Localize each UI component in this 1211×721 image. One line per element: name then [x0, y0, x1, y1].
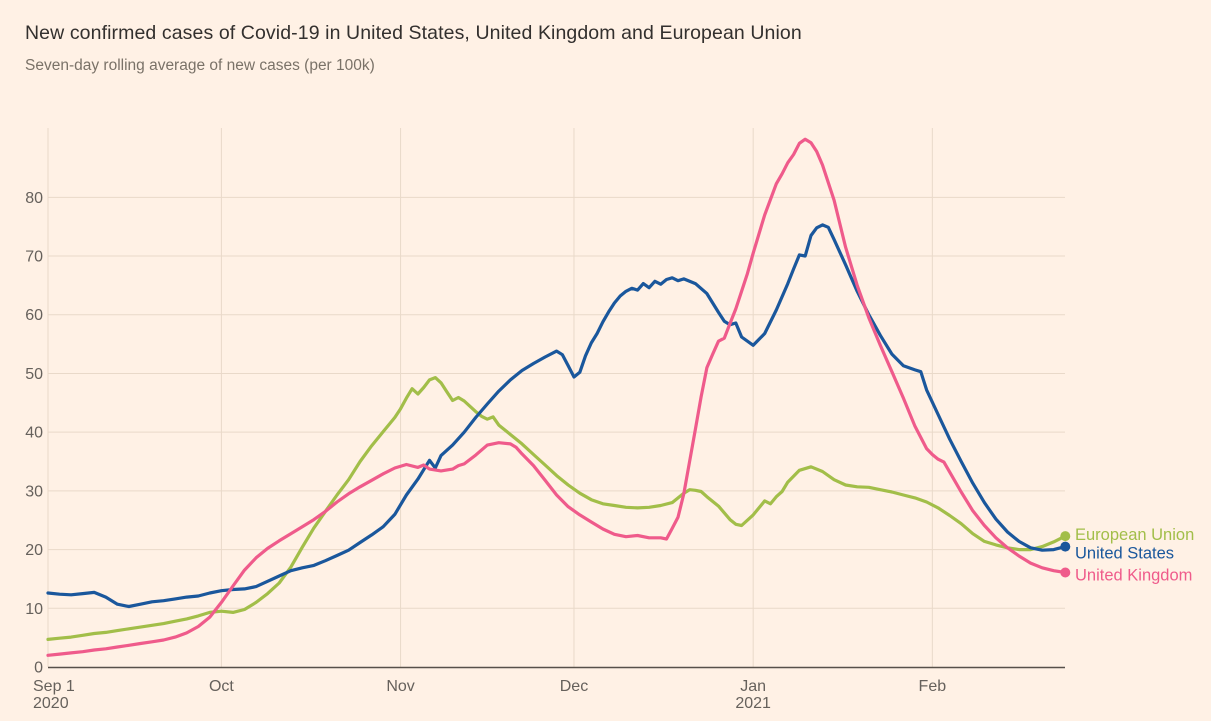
y-tick-label: 40 [25, 425, 43, 442]
series-line-united-states [46, 223, 1067, 609]
y-tick-label: 50 [25, 366, 43, 383]
y-tick-label: 20 [25, 542, 43, 559]
x-tick-label: Oct [209, 678, 234, 695]
y-tick-label: 0 [34, 660, 43, 677]
series-end-dot-united-states [1060, 541, 1071, 552]
series-end-dot-united-kingdom [1060, 567, 1071, 578]
y-tick-label: 30 [25, 483, 43, 500]
legend-label-united-states: United States [1075, 545, 1174, 563]
series-line-european-union [46, 376, 1067, 642]
y-tick-label: 10 [25, 601, 43, 618]
x-tick-sublabel: 2021 [735, 695, 771, 712]
x-tick-label: Feb [919, 678, 947, 695]
y-tick-label: 80 [25, 190, 43, 207]
x-tick-label: Jan [740, 678, 766, 695]
y-tick-label: 60 [25, 307, 43, 324]
x-tick-label: Dec [560, 678, 588, 695]
legend-label-european-union: European Union [1075, 526, 1194, 544]
series-end-dot-european-union [1060, 531, 1071, 542]
legend-label-united-kingdom: United Kingdom [1075, 567, 1192, 585]
chart-header: New confirmed cases of Covid-19 in Unite… [25, 22, 802, 75]
series-line-united-kingdom [46, 137, 1067, 657]
chart-subtitle: Seven-day rolling average of new cases (… [25, 57, 375, 74]
x-tick-label: Sep 1 [33, 678, 75, 695]
x-tick-label: Nov [386, 678, 414, 695]
y-tick-label: 70 [25, 249, 43, 266]
x-tick-sublabel: 2020 [33, 695, 69, 712]
chart-title: New confirmed cases of Covid-19 in Unite… [25, 22, 802, 44]
